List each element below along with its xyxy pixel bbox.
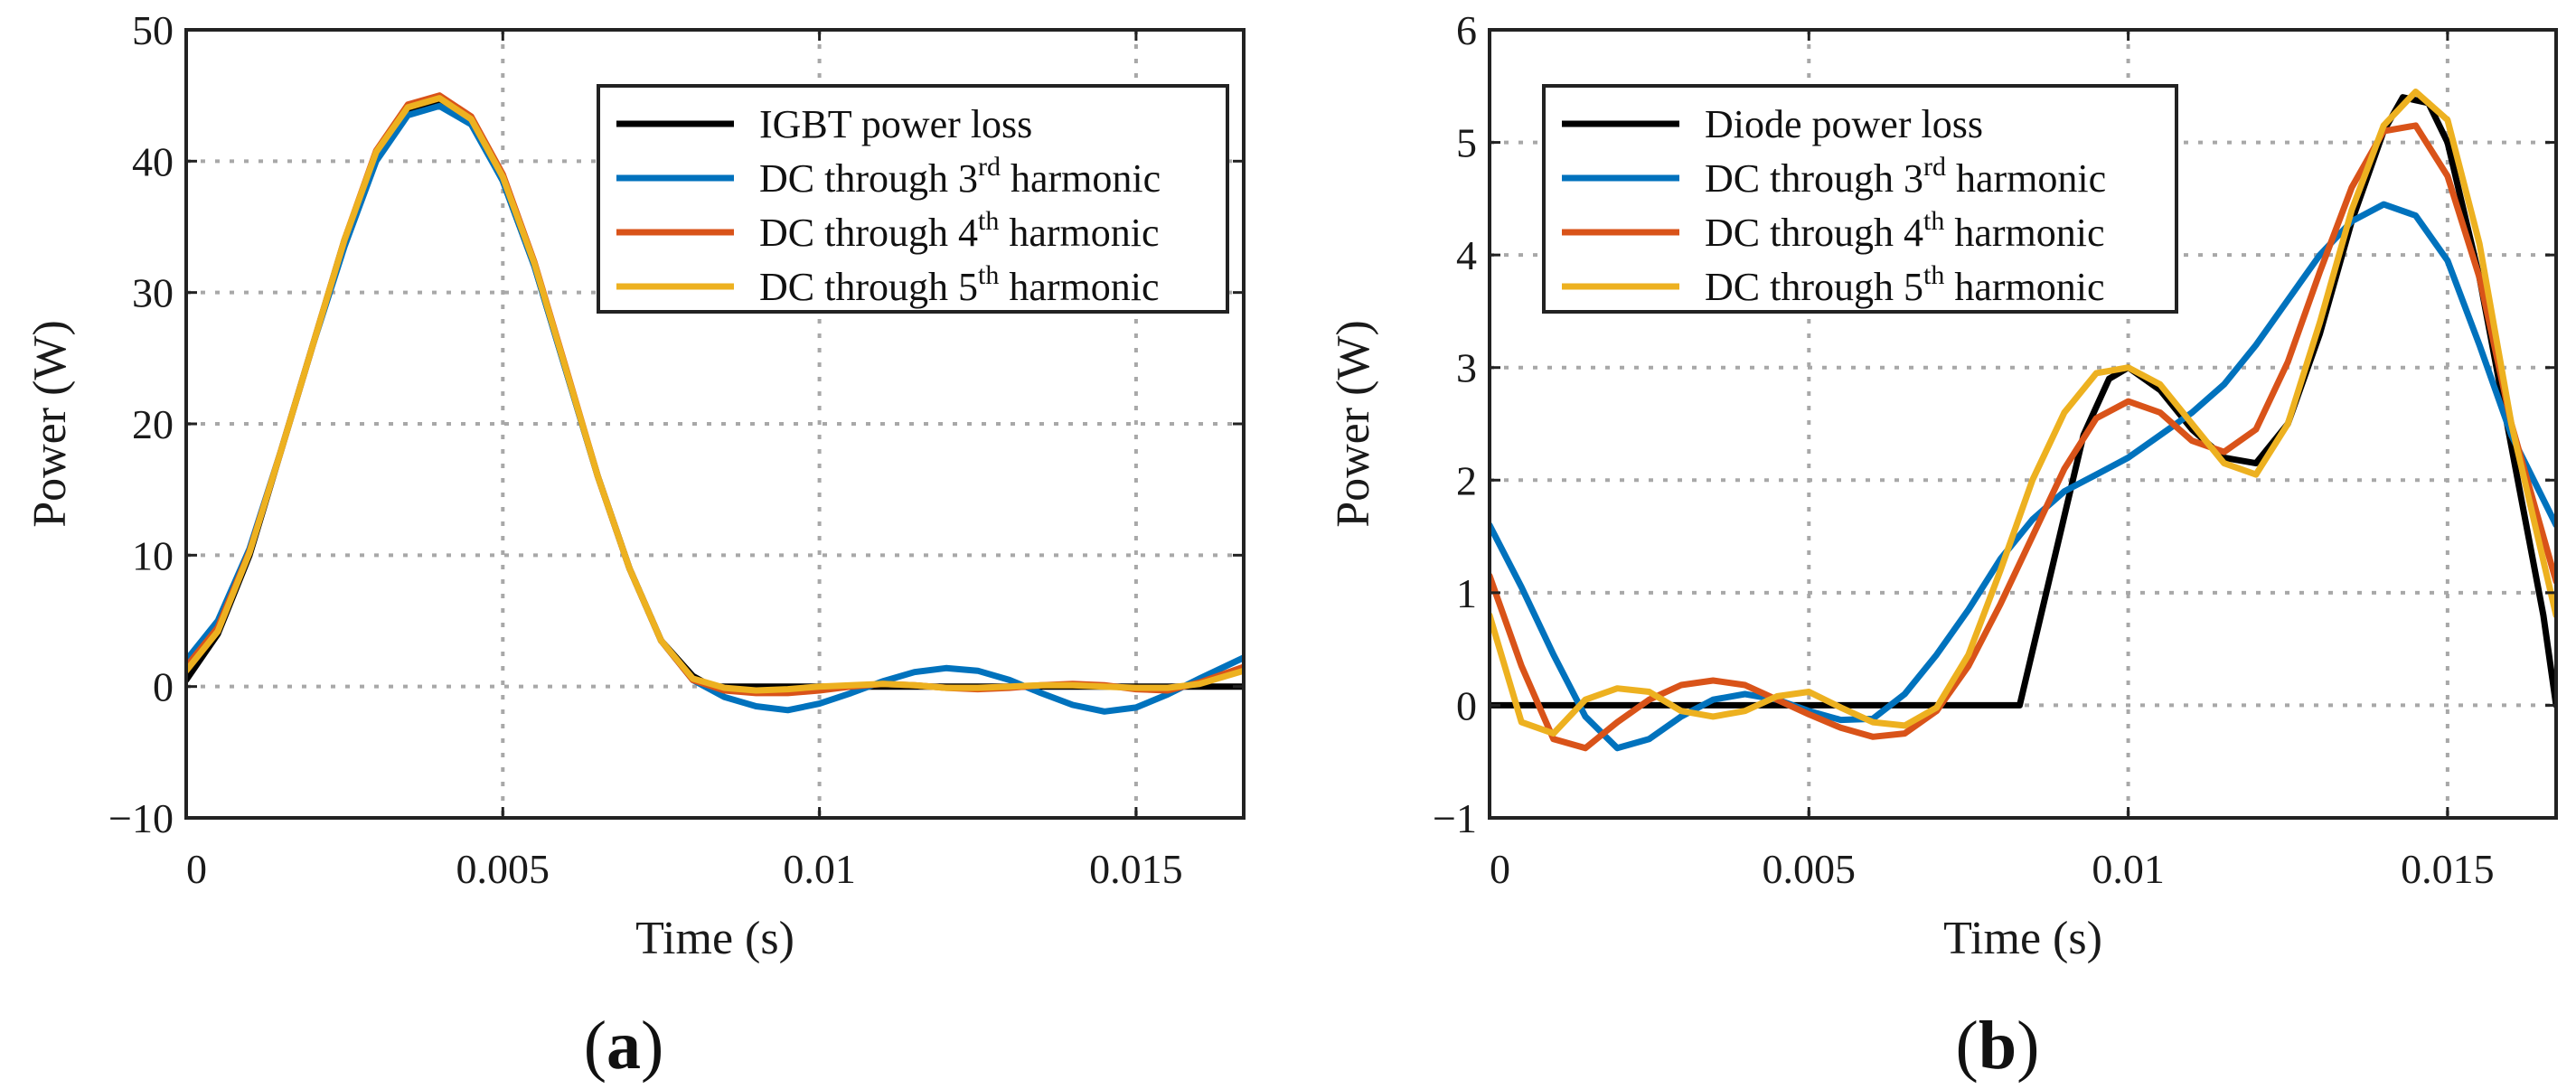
legend-label-tail: harmonic [1944, 265, 2104, 309]
y-tick-label: 5 [1456, 120, 1477, 166]
x-tick-label: 0.015 [1089, 846, 1183, 892]
legend-label-superscript: rd [1923, 152, 1946, 182]
y-tick-label: 1 [1456, 570, 1477, 616]
y-tick-label: 30 [132, 270, 174, 316]
series-line-3 [186, 95, 1244, 694]
x-tick-label: 0.015 [2401, 846, 2495, 892]
legend-label-tail: harmonic [1944, 211, 2104, 255]
legend-label-main: DC through 4 [759, 211, 978, 255]
x-tick-label: 0 [1490, 846, 1510, 892]
y-tick-label: 10 [132, 532, 174, 578]
legend-label: DC through 5th harmonic [1705, 260, 2105, 309]
panel-label-close: ) [2017, 1008, 2039, 1084]
x-axis-label: Time (s) [1943, 913, 2102, 964]
x-tick-label: 0.005 [456, 846, 550, 892]
y-tick-label: 0 [1456, 682, 1477, 728]
legend-label-superscript: th [1923, 260, 1944, 290]
chart-panel-b: 0 0.005 0.01 0.015 −1 0 1 2 3 4 5 6 Time (s) Power (W… [1328, 7, 2558, 1084]
legend-label-main: DC through 3 [1705, 156, 1923, 201]
legend-label: DC through 5th harmonic [759, 260, 1160, 309]
legend-label-tail: harmonic [1946, 156, 2106, 201]
panel-label-letter: b [1979, 1008, 2017, 1084]
legend-label-superscript: th [1923, 206, 1944, 236]
series-group [186, 92, 1244, 715]
series-line-3 [1490, 89, 2556, 737]
y-tick-label: 40 [132, 138, 174, 184]
legend-label: Diode power loss [1705, 102, 1983, 146]
panel-label: (b) [1956, 1008, 2040, 1084]
panel-label-letter: a [606, 1008, 641, 1084]
legend-label: DC through 4th harmonic [1705, 206, 2105, 255]
legend-label: DC through 3rd harmonic [1705, 152, 2106, 201]
x-axis-label: Time (s) [635, 913, 794, 964]
legend-label-superscript: th [978, 206, 999, 236]
legend-label: IGBT power loss [759, 102, 1032, 146]
y-axis-label: Power (W) [1328, 320, 1379, 528]
y-tick-label: 4 [1456, 232, 1477, 278]
chart-panel-a: 0 0.005 0.01 0.015 −10 0 10 20 30 40 50 Time (s) Pow… [24, 7, 1246, 1084]
panel-label-open: ( [1956, 1008, 1979, 1084]
panel-label-open: ( [584, 1008, 606, 1084]
plot-frame [1488, 28, 2558, 820]
y-tick-label: 20 [132, 401, 174, 447]
y-tick-label: 2 [1456, 457, 1477, 503]
y-tick-label: −1 [1433, 795, 1477, 841]
legend-label-tail: harmonic [999, 265, 1159, 309]
legend-label-tail: harmonic [999, 211, 1159, 255]
legend-label-main: IGBT power loss [759, 102, 1032, 146]
series-group [1490, 89, 2556, 752]
legend-label-superscript: rd [978, 152, 1001, 182]
y-tick-label: 50 [132, 7, 174, 53]
legend-label-main: DC through 5 [759, 265, 978, 309]
x-tick-label: 0.005 [1763, 846, 1857, 892]
legend-label-main: Diode power loss [1705, 102, 1983, 146]
y-tick-label: 0 [153, 664, 174, 710]
x-tick-label: 0.01 [783, 846, 856, 892]
y-tick-label: 6 [1456, 7, 1477, 53]
legend-label-main: DC through 4 [1705, 211, 1923, 255]
panel-label: (a) [584, 1008, 664, 1084]
y-tick-label: −10 [108, 795, 174, 841]
legend-label-superscript: th [978, 260, 999, 290]
series-line-1 [1490, 201, 2556, 752]
y-tick-label: 3 [1456, 345, 1477, 391]
x-tick-label: 0.01 [2092, 846, 2165, 892]
legend-label-main: DC through 3 [759, 156, 978, 201]
legend-label-tail: harmonic [1001, 156, 1161, 201]
legend-label-main: DC through 5 [1705, 265, 1923, 309]
y-axis-label: Power (W) [24, 320, 76, 528]
legend-label: DC through 4th harmonic [759, 206, 1160, 255]
panel-label-close: ) [641, 1008, 663, 1084]
legend-label: DC through 3rd harmonic [759, 152, 1161, 201]
x-tick-label: 0 [186, 846, 207, 892]
